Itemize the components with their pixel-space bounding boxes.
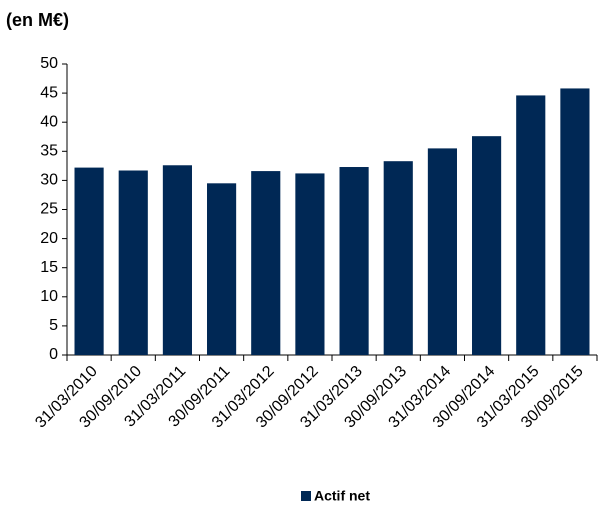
y-tick-label: 15 bbox=[40, 259, 58, 276]
y-tick-label: 30 bbox=[40, 172, 58, 189]
y-tick-label: 10 bbox=[40, 288, 58, 305]
legend-label: Actif net bbox=[314, 488, 370, 504]
bar bbox=[207, 183, 237, 355]
bar bbox=[339, 167, 369, 355]
y-tick-label: 40 bbox=[40, 113, 58, 130]
bar bbox=[560, 88, 590, 355]
y-tick-label: 45 bbox=[40, 84, 58, 101]
y-tick-label: 25 bbox=[40, 201, 58, 218]
y-tick-label: 20 bbox=[40, 230, 58, 247]
bar bbox=[162, 165, 192, 355]
legend-swatch bbox=[301, 491, 311, 501]
y-tick-label: 5 bbox=[49, 317, 58, 334]
bar bbox=[427, 148, 457, 355]
bar bbox=[295, 173, 325, 355]
chart-title: (en M€) bbox=[6, 10, 69, 30]
bar bbox=[74, 167, 104, 355]
bar bbox=[472, 136, 502, 355]
bar bbox=[251, 171, 281, 355]
bar bbox=[516, 95, 546, 355]
y-tick-label: 35 bbox=[40, 143, 58, 160]
bar bbox=[383, 161, 413, 355]
bar bbox=[118, 170, 148, 355]
y-tick-label: 50 bbox=[40, 55, 58, 72]
y-tick-label: 0 bbox=[49, 346, 58, 363]
